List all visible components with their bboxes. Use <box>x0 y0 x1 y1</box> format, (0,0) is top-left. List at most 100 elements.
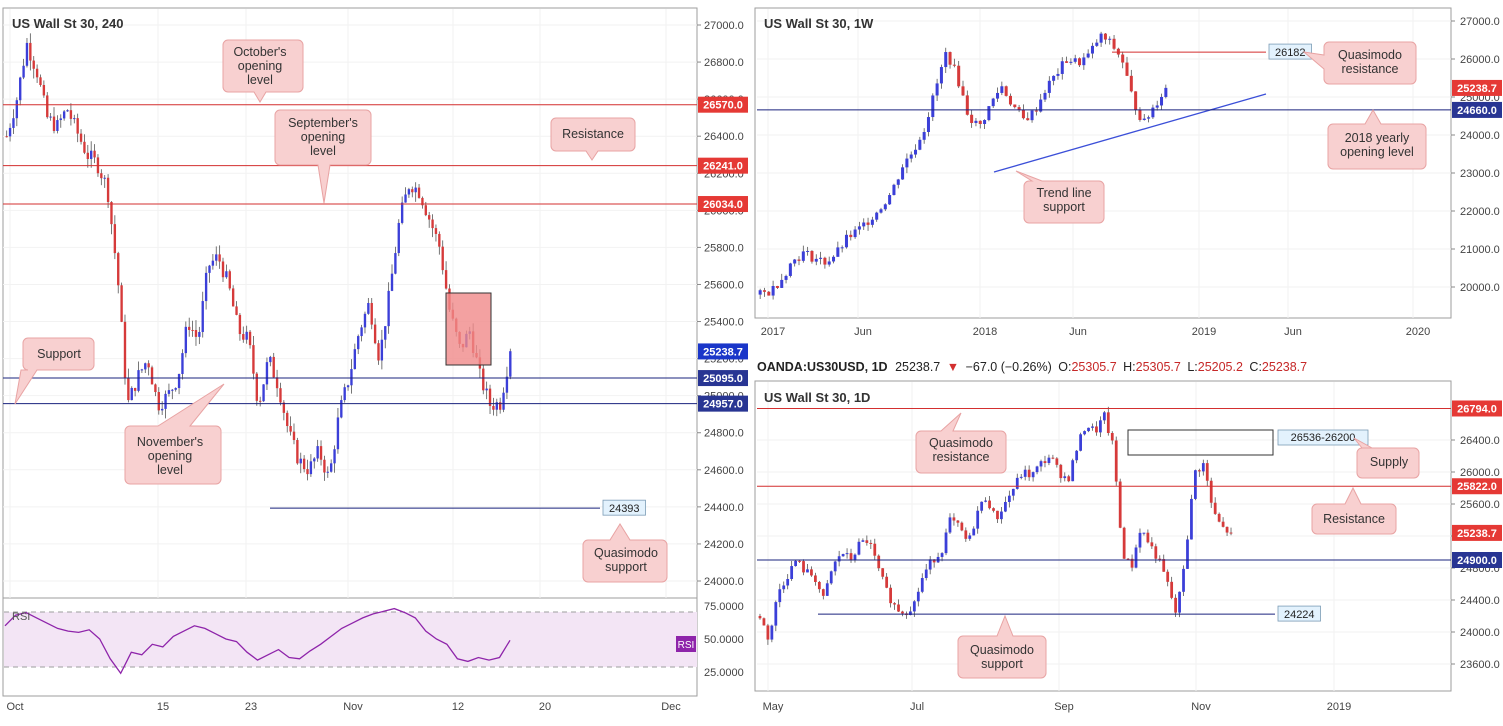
candle-body <box>1095 426 1098 433</box>
price-axis: 27000.026000.025000.024000.023000.022000… <box>1451 16 1500 294</box>
candle-body <box>397 222 400 254</box>
candle-body <box>853 229 857 238</box>
candle-body <box>1065 61 1069 63</box>
candle-body <box>849 553 853 561</box>
x-tick-label: 2020 <box>1406 326 1430 338</box>
x-tick-label: 2019 <box>1327 701 1351 713</box>
candle-body <box>296 440 299 464</box>
candle-body <box>130 387 133 401</box>
candle-body <box>939 67 943 84</box>
candle-body <box>414 187 417 193</box>
candle-body <box>1186 539 1189 569</box>
candle-body <box>1221 521 1225 527</box>
candle-body <box>174 388 177 390</box>
supply-zone-label: 26536-26200 <box>1291 432 1356 444</box>
candle-body <box>117 253 120 286</box>
candle-body <box>259 400 262 402</box>
candle-body <box>931 95 935 118</box>
candle-body <box>1060 61 1064 74</box>
candle-body <box>1225 526 1229 533</box>
candle-body <box>914 149 918 155</box>
candle-body <box>194 330 198 337</box>
candle-body <box>1229 532 1233 534</box>
candle-body <box>431 219 434 229</box>
candle-body <box>1151 107 1155 118</box>
time-axis: 2017 Jun 2018 Jun 2019 Jun 2020 <box>761 326 1430 338</box>
last-price-tag <box>1452 524 1502 541</box>
candle-body <box>177 373 181 389</box>
chart-title: US Wall St 30, 240 <box>12 16 124 31</box>
candle-body <box>758 290 762 295</box>
y-tick-label: 24800.0 <box>704 428 744 440</box>
candle-body <box>46 95 49 118</box>
rsi-tick-label: 75.0000 <box>704 601 744 613</box>
candle-body <box>262 384 265 402</box>
candle-body <box>5 136 8 138</box>
price-tag-label: 26034.0 <box>703 199 743 211</box>
candle-body <box>870 219 874 225</box>
candle-body <box>885 576 889 588</box>
candle-body <box>326 471 329 473</box>
candle-body <box>844 234 848 248</box>
y-tick-label: 27000.0 <box>704 20 744 32</box>
candle-body <box>901 611 904 614</box>
x-tick-label: Sep <box>1054 701 1074 713</box>
candle-body <box>1056 73 1060 76</box>
price-tag <box>698 157 748 174</box>
candle-body <box>1142 118 1146 120</box>
candle-body <box>181 353 184 374</box>
candle-body <box>970 114 974 123</box>
price-tag <box>698 370 748 387</box>
x-tick-label: Jun <box>854 326 872 338</box>
candle-body <box>922 132 926 140</box>
candle-body <box>93 150 96 158</box>
candle-body <box>980 501 984 511</box>
callout-daily-resistance: Resistance <box>1311 486 1397 535</box>
y-tick-label: 23000.0 <box>1460 168 1500 180</box>
candle-body <box>1091 426 1094 428</box>
candle-body <box>25 42 29 66</box>
candle-body <box>1099 33 1103 43</box>
y-tick-label: 24000.0 <box>1460 130 1500 142</box>
candle-body <box>1090 45 1094 54</box>
candle-body <box>1166 571 1170 582</box>
callout-resistance: Resistance <box>550 117 636 161</box>
candle-body <box>29 42 32 61</box>
candle-body <box>444 270 448 289</box>
candle-body <box>235 306 238 315</box>
candle-body <box>833 561 837 572</box>
y-tick-label: 24000.0 <box>1460 627 1500 639</box>
candle-body <box>66 110 69 112</box>
candle-body <box>897 604 900 612</box>
candle-body <box>1051 457 1055 459</box>
candle-body <box>1142 532 1146 534</box>
price-tag <box>698 96 748 113</box>
candle-body <box>353 349 357 370</box>
candle-body <box>1122 527 1126 559</box>
candle-body <box>793 259 797 264</box>
candle-body <box>1078 58 1082 66</box>
candle-body <box>346 385 350 388</box>
candle-body <box>83 141 86 153</box>
candle-body <box>1067 476 1071 482</box>
candle-body <box>944 532 948 554</box>
candle-body <box>1023 469 1027 477</box>
candle-body <box>1083 431 1086 435</box>
candle-body <box>972 528 976 536</box>
price-tag-label: 25095.0 <box>703 373 743 385</box>
grid <box>3 9 697 598</box>
candle-body <box>837 556 841 562</box>
panel-1w: US Wall St 30, 1W 27000.026000.025000.02… <box>754 7 1502 338</box>
candle-body <box>823 257 827 265</box>
candle-body <box>1069 61 1073 63</box>
x-tick-label: 20 <box>539 701 551 713</box>
price-tag <box>1452 552 1502 568</box>
candle-body <box>924 569 928 579</box>
level-box <box>602 499 646 516</box>
price-tag-label: 26794.0 <box>1457 403 1497 415</box>
candle-body <box>1102 412 1106 421</box>
rsi-tick-label: 50.0000 <box>704 634 744 646</box>
candle-body <box>1047 80 1051 93</box>
